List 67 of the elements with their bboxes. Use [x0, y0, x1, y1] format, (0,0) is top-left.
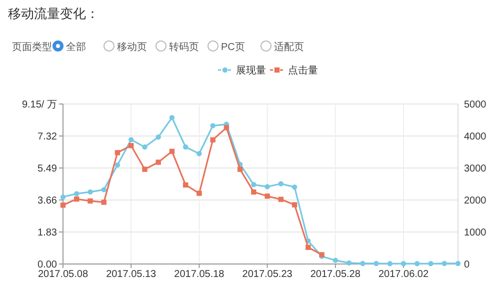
y-tick-label: 7.32: [38, 132, 58, 142]
point: [196, 190, 202, 196]
point: [182, 144, 188, 150]
point: [196, 151, 202, 156]
point: [264, 194, 270, 199]
page-type-radio: 页面类型 全部 移动页 转码页 PC页 适配页: [12, 40, 304, 53]
point: [400, 261, 406, 266]
point: [114, 150, 120, 156]
y2-tick-label: 1000: [464, 228, 487, 238]
legend-label: 点击量: [288, 64, 318, 76]
point: [442, 260, 447, 266]
legend-label: 展现量: [236, 66, 266, 76]
point: [74, 191, 80, 196]
chart-title: 移动流量变化：: [8, 6, 99, 21]
point: [114, 162, 120, 168]
point: [292, 202, 298, 208]
point: [210, 123, 216, 128]
y2-tick-label: 2000: [464, 196, 487, 206]
point: [332, 258, 338, 263]
point: [387, 261, 392, 266]
y2-tick-label: 4000: [464, 132, 487, 142]
point: [128, 137, 134, 142]
point: [374, 260, 379, 266]
point: [264, 184, 270, 190]
x-tick-label: 2017.06.02: [378, 269, 429, 280]
point: [142, 144, 148, 150]
point: [210, 137, 216, 142]
point: [428, 261, 434, 266]
point: [278, 181, 284, 186]
y-tick-label: 1.83: [38, 228, 58, 238]
point: [101, 200, 106, 205]
point: [414, 261, 420, 266]
point: [346, 260, 352, 266]
y-tick-label: 5.49: [38, 164, 58, 174]
y2-tick-label: 5000: [464, 100, 487, 110]
x-tick-label: 2017.05.23: [242, 269, 293, 280]
point: [251, 182, 256, 188]
y2-tick-label: 3000: [464, 164, 487, 174]
point: [182, 182, 188, 188]
point: [251, 189, 256, 195]
point: [360, 260, 366, 266]
point: [292, 184, 298, 190]
point: [224, 125, 230, 130]
x-tick-label: 2017.05.18: [174, 269, 225, 280]
point: [142, 166, 148, 172]
point: [169, 148, 175, 154]
point: [74, 196, 80, 202]
point: [169, 115, 175, 120]
x-tick-label: 2017.05.28: [310, 269, 361, 280]
point: [306, 244, 311, 250]
point: [60, 202, 66, 208]
point: [278, 196, 284, 202]
y2-tick-label: 0: [464, 260, 470, 270]
point: [156, 160, 161, 165]
point: [101, 187, 106, 192]
point: [237, 166, 243, 172]
point: [88, 189, 93, 195]
point: [455, 260, 461, 266]
y-tick-label: 3.66: [38, 196, 58, 206]
point: [128, 143, 134, 148]
x-tick-label: 2017.05.08: [38, 269, 88, 280]
point: [88, 198, 93, 204]
y-tick-label: 9.15/ 万: [22, 100, 57, 110]
x-tick-label: 2017.05.13: [106, 269, 157, 280]
point: [60, 194, 66, 200]
y-tick-label: 0.00: [38, 260, 58, 270]
point: [156, 134, 161, 140]
